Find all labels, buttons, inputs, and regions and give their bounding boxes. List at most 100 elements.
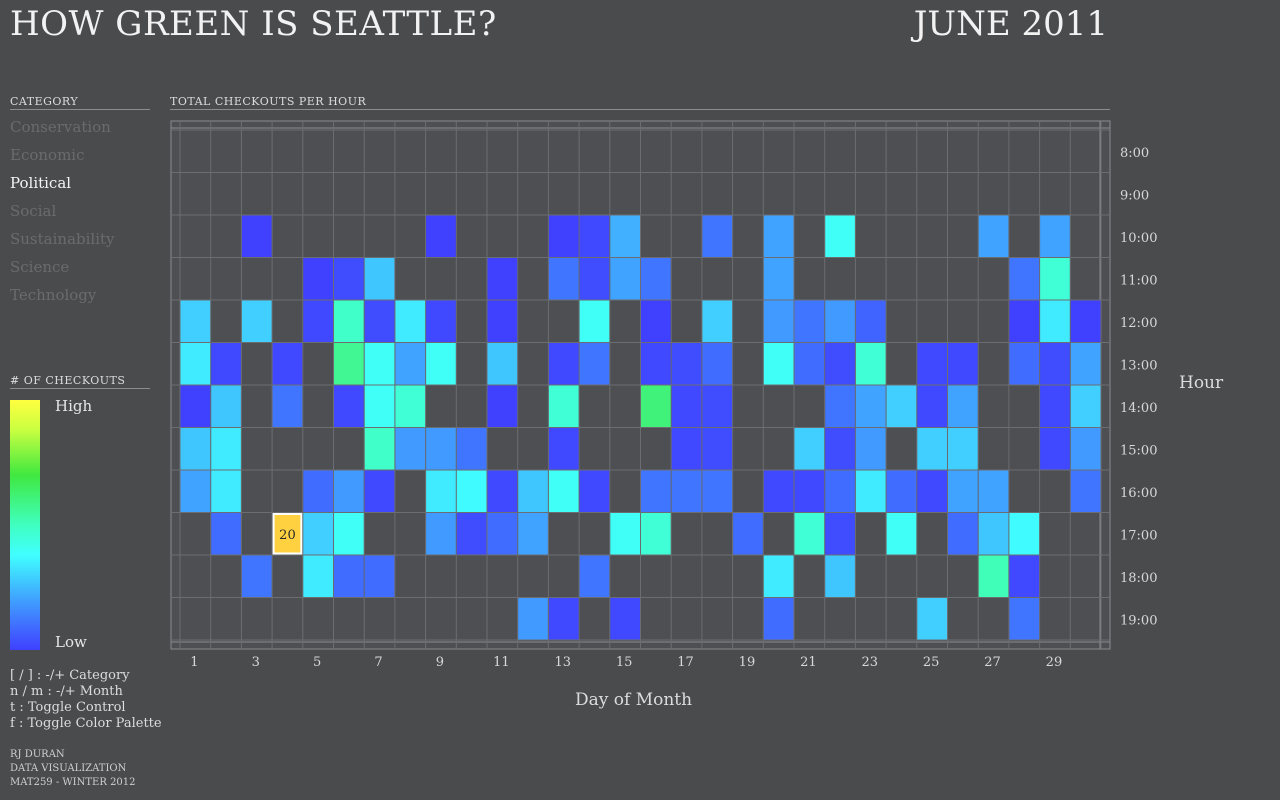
heatmap-cell bbox=[855, 300, 886, 342]
y-tick-label: 17:00 bbox=[1120, 529, 1157, 544]
y-tick-label: 8:00 bbox=[1120, 146, 1149, 161]
heatmap-cell bbox=[180, 385, 211, 427]
x-tick-label: 11 bbox=[493, 655, 510, 670]
heatmap-cell bbox=[272, 343, 303, 385]
heatmap-cell bbox=[303, 300, 333, 342]
heatmap-cell bbox=[794, 300, 825, 342]
color-scale-bar bbox=[10, 400, 40, 650]
heatmap-cell bbox=[518, 470, 548, 512]
x-tick-label: 5 bbox=[313, 655, 321, 670]
heatmap-cell bbox=[334, 513, 364, 555]
heatmap-cell bbox=[1040, 343, 1070, 385]
heatmap-cell bbox=[518, 598, 548, 640]
category-item-social[interactable]: Social bbox=[10, 202, 57, 220]
x-tick-label: 27 bbox=[984, 655, 1001, 670]
category-item-science[interactable]: Science bbox=[10, 258, 70, 276]
shortcut-category: [ / ] : -/+ Category bbox=[10, 668, 130, 683]
heatmap-cell bbox=[1009, 300, 1040, 342]
heatmap-cell bbox=[948, 385, 978, 427]
heatmap-cell bbox=[426, 470, 456, 512]
heatmap-cell bbox=[610, 598, 640, 640]
heatmap-cell bbox=[426, 513, 456, 555]
legend-low-label: Low bbox=[55, 633, 87, 651]
heatmap-cell bbox=[671, 428, 702, 470]
heatmap-cell bbox=[303, 513, 333, 555]
heatmap-cell bbox=[917, 385, 947, 427]
category-list: Conservation Economic Political Social Susta… bbox=[10, 116, 115, 312]
heatmap-cell bbox=[1009, 555, 1040, 597]
keyboard-shortcuts: [ / ] : -/+ Category n / m : -/+ Month t… bbox=[10, 668, 162, 732]
highlighted-cell bbox=[272, 513, 303, 555]
x-tick-label: 13 bbox=[554, 655, 571, 670]
heatmap-cell bbox=[948, 513, 978, 555]
heatmap-cell bbox=[487, 513, 518, 555]
x-tick-label: 23 bbox=[861, 655, 878, 670]
heatmap-cell bbox=[855, 470, 886, 512]
shortcut-month: n / m : -/+ Month bbox=[10, 684, 123, 699]
highlighted-cell-value: 20 bbox=[279, 528, 296, 543]
x-tick-label: 17 bbox=[677, 655, 694, 670]
heatmap-cell bbox=[763, 598, 794, 640]
heatmap-cell bbox=[548, 598, 579, 640]
x-tick-label: 21 bbox=[800, 655, 817, 670]
heatmap-cell bbox=[671, 343, 702, 385]
heatmap-cell bbox=[334, 555, 364, 597]
category-item-technology[interactable]: Technology bbox=[10, 286, 97, 304]
heatmap-cell bbox=[671, 470, 702, 512]
heatmap-cell bbox=[364, 428, 395, 470]
legend-high-label: High bbox=[55, 397, 93, 415]
heatmap-cell bbox=[641, 513, 671, 555]
credits: RJ DURAN DATA VISUALIZATION MAT259 - WIN… bbox=[10, 748, 136, 790]
heatmap-cell bbox=[395, 343, 426, 385]
heatmap-cell bbox=[395, 300, 426, 342]
heatmap-cell bbox=[364, 385, 395, 427]
heatmap-cell bbox=[917, 598, 947, 640]
month-title: JUNE 2011 bbox=[913, 4, 1108, 44]
heatmap-cell bbox=[395, 385, 426, 427]
heatmap-cell bbox=[763, 555, 794, 597]
page-title: HOW GREEN IS SEATTLE? bbox=[10, 4, 497, 44]
y-tick-label: 15:00 bbox=[1120, 444, 1157, 459]
heatmap-cell bbox=[763, 300, 794, 342]
y-tick-label: 16:00 bbox=[1120, 486, 1157, 501]
shortcut-toggle-control: t : Toggle Control bbox=[10, 700, 126, 715]
heatmap-cell bbox=[548, 385, 579, 427]
x-tick-label: 19 bbox=[739, 655, 756, 670]
heatmap-cell bbox=[180, 428, 211, 470]
heatmap-cell bbox=[487, 385, 518, 427]
heatmap-cell bbox=[548, 343, 579, 385]
heatmap-cell bbox=[948, 343, 978, 385]
y-tick-label: 10:00 bbox=[1120, 231, 1157, 246]
y-tick-label: 14:00 bbox=[1120, 401, 1157, 416]
y-axis-title: Hour bbox=[1179, 373, 1224, 393]
category-item-conservation[interactable]: Conservation bbox=[10, 118, 111, 136]
heatmap-cell bbox=[579, 300, 610, 342]
heatmap-cell bbox=[825, 300, 855, 342]
category-item-political[interactable]: Political bbox=[10, 174, 72, 192]
y-tick-label: 11:00 bbox=[1120, 274, 1157, 289]
heatmap-cell bbox=[702, 215, 733, 257]
heatmap-cell bbox=[702, 300, 733, 342]
heatmap-cell bbox=[733, 513, 763, 555]
y-tick-label: 18:00 bbox=[1120, 571, 1157, 586]
heatmap-cell bbox=[1009, 343, 1040, 385]
heatmap-cell bbox=[825, 555, 855, 597]
heatmap-cell bbox=[855, 343, 886, 385]
category-item-economic[interactable]: Economic bbox=[10, 146, 85, 164]
legend-heading: # OF CHECKOUTS bbox=[10, 374, 150, 389]
category-heading: CATEGORY bbox=[10, 95, 150, 110]
y-tick-label: 19:00 bbox=[1120, 614, 1157, 629]
heatmap-cell bbox=[1070, 343, 1101, 385]
category-item-sustainability[interactable]: Sustainability bbox=[10, 230, 115, 248]
heatmap-cell bbox=[456, 470, 487, 512]
heatmap-cell bbox=[579, 258, 610, 300]
heatmap-cell bbox=[917, 428, 947, 470]
heatmap-cell bbox=[641, 258, 671, 300]
heatmap-cell bbox=[180, 343, 211, 385]
heatmap-cell bbox=[763, 258, 794, 300]
heatmap-cell bbox=[794, 470, 825, 512]
heatmap-cell bbox=[610, 215, 640, 257]
heatmap-cell bbox=[211, 385, 241, 427]
chart-title: TOTAL CHECKOUTS PER HOUR bbox=[170, 95, 1110, 110]
heatmap-cell bbox=[763, 215, 794, 257]
